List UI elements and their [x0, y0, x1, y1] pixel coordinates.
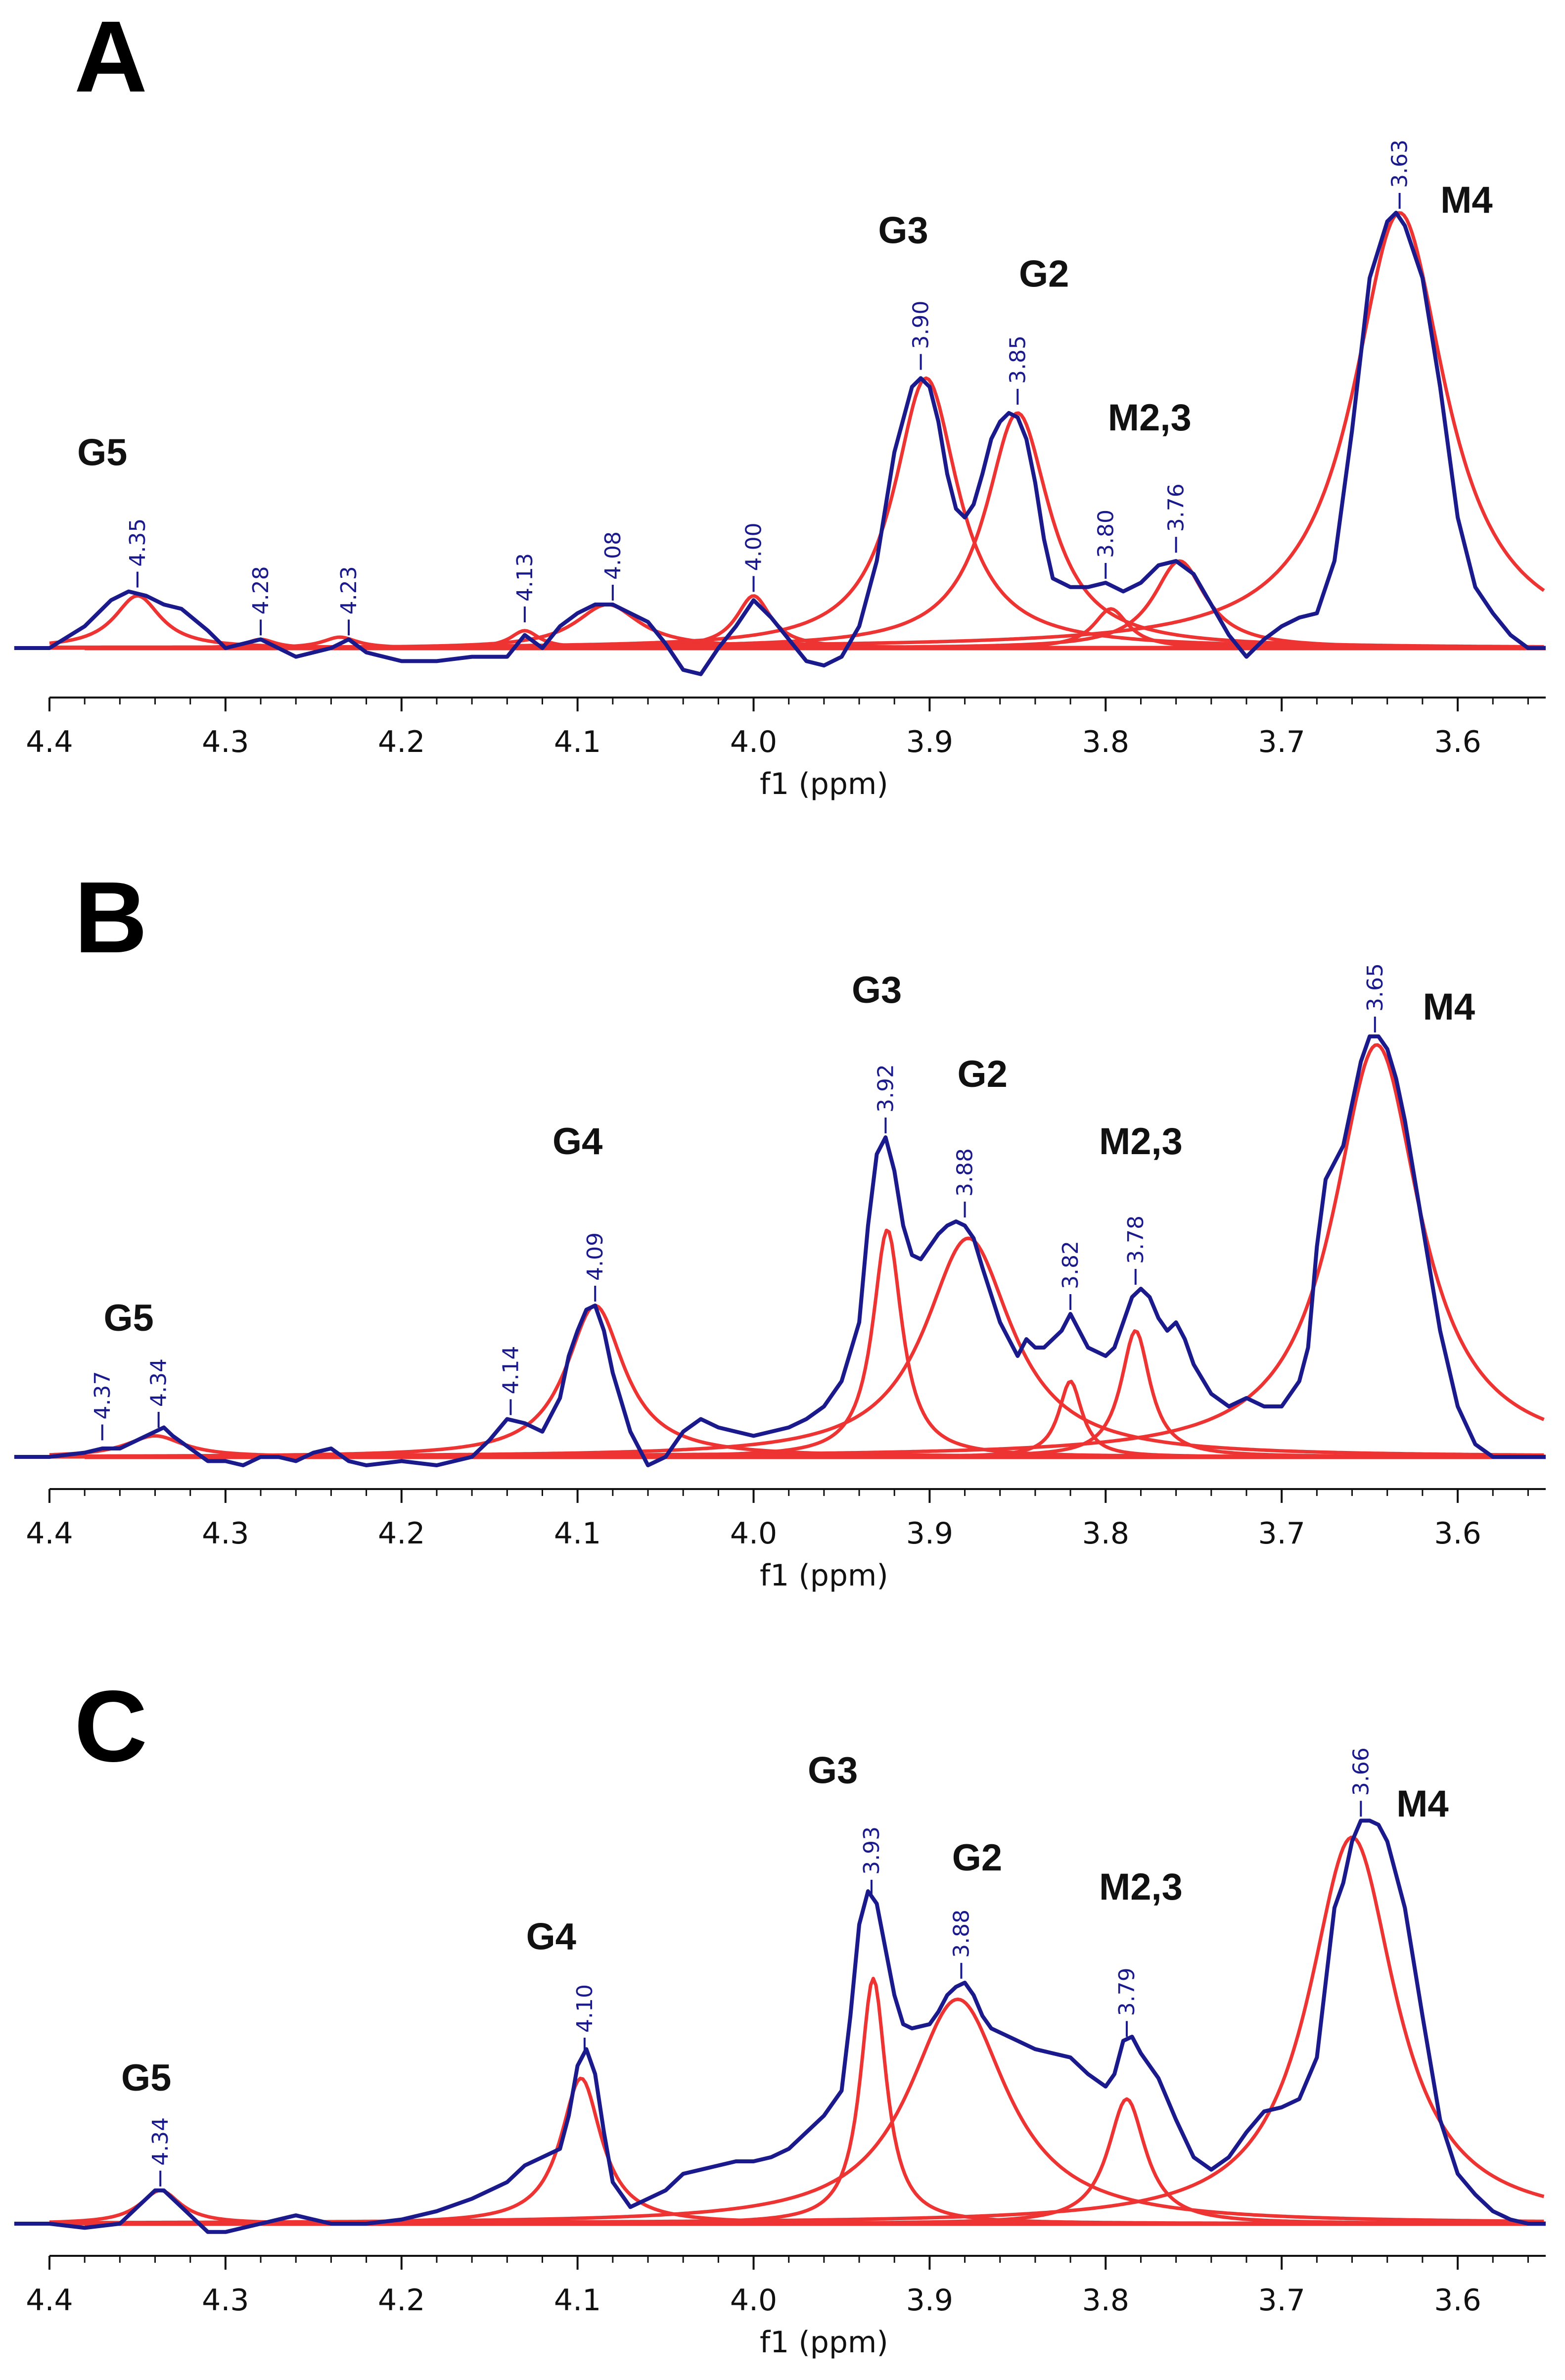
- panel-c: C 4.34 4.10 3.93 3.88 3.79 3.66 G5 G4 G3 G2 M2,3 M4 4…: [14, 1670, 1546, 2360]
- fit-peak-curve: [49, 2076, 1544, 2226]
- tick-label: 3.7: [1258, 1516, 1305, 1551]
- tick-label: 3.9: [906, 2283, 953, 2318]
- tick-label: 4.1: [554, 1516, 601, 1551]
- peak-label: M2,3: [1099, 1120, 1183, 1163]
- fit-peak-curve: [49, 411, 1544, 650]
- shift-label: 3.63: [1387, 140, 1413, 188]
- peak-label: M2,3: [1099, 1866, 1183, 1908]
- peak-label: M2,3: [1108, 397, 1192, 439]
- fit-peak-curve: [49, 1835, 1545, 2225]
- peak-label: G2: [952, 1837, 1002, 1879]
- shift-label: 4.08: [600, 531, 626, 580]
- panel-letter: B: [74, 861, 147, 974]
- tick-label: 3.6: [1434, 1516, 1481, 1551]
- spectrum-line: [14, 211, 1546, 676]
- shift-label: 3.85: [1005, 335, 1030, 384]
- tick-label: 4.0: [730, 725, 777, 759]
- tick-label: 4.1: [554, 725, 601, 759]
- peak-label: G4: [526, 1916, 576, 1958]
- shift-label: 4.14: [498, 1346, 523, 1395]
- tick-label: 3.7: [1258, 2283, 1305, 2318]
- shift-label: 3.93: [859, 1826, 884, 1875]
- shift-label: 4.10: [572, 1984, 598, 2033]
- peak-label: G5: [103, 1297, 153, 1339]
- tick-label: 3.7: [1258, 725, 1305, 759]
- panel-letter: C: [74, 1670, 147, 1783]
- peak-label: M4: [1440, 179, 1493, 221]
- panel-b: B 4.37 4.34 4.14 4.09 3.92 3.88 3.82 3.78 3.65 G5 G…: [14, 861, 1546, 1593]
- shift-label: 4.28: [248, 566, 274, 614]
- peak-label: G2: [1019, 253, 1069, 295]
- shift-label: 3.65: [1363, 963, 1388, 1012]
- shift-label: 3.78: [1123, 1215, 1149, 1264]
- shift-label: 4.09: [583, 1232, 608, 1281]
- peak-label: G3: [878, 210, 928, 252]
- tick-label: 3.6: [1434, 2283, 1481, 2318]
- tick-label: 3.9: [906, 1516, 953, 1551]
- tick-label: 3.9: [906, 725, 953, 759]
- tick-label: 4.4: [26, 2283, 73, 2318]
- tick-label: 4.2: [378, 1516, 425, 1551]
- panel-letter: A: [74, 0, 147, 113]
- fit-peak-curve: [49, 1304, 1544, 1459]
- shift-label: 4.34: [148, 2117, 173, 2166]
- fit-peak-curve: [49, 1976, 1544, 2226]
- tick-label: 3.8: [1082, 725, 1129, 759]
- shift-label: 4.37: [90, 1371, 115, 1420]
- x-axis-title: f1 (ppm): [760, 1558, 888, 1593]
- tick-label: 4.3: [202, 2283, 249, 2318]
- tick-label: 4.0: [730, 2283, 777, 2318]
- shift-label: 4.00: [741, 522, 767, 571]
- spectrum-line: [14, 1819, 1546, 2234]
- peak-label: M4: [1396, 1783, 1449, 1825]
- tick-label: 3.6: [1434, 725, 1481, 759]
- fit-peak-curve: [49, 1043, 1545, 1458]
- tick-label: 4.4: [26, 1516, 73, 1551]
- fit-peak-curve: [49, 2097, 1544, 2226]
- tick-label: 4.0: [730, 1516, 777, 1551]
- shift-label: 3.90: [909, 301, 934, 349]
- fit-peak-curve: [49, 1380, 1544, 1459]
- tick-label: 3.8: [1082, 2283, 1129, 2318]
- tick-label: 3.8: [1082, 1516, 1129, 1551]
- peak-label: G5: [77, 431, 127, 473]
- x-axis-title: f1 (ppm): [760, 767, 888, 801]
- peak-label: G3: [808, 1750, 858, 1792]
- shift-label: 3.79: [1114, 1967, 1140, 2016]
- tick-label: 4.1: [554, 2283, 601, 2318]
- shift-label: 4.34: [146, 1358, 172, 1407]
- tick-label: 4.3: [202, 725, 249, 759]
- peak-label: G2: [957, 1053, 1007, 1095]
- shift-label: 3.76: [1164, 483, 1189, 532]
- fit-peak-curve: [49, 211, 1545, 649]
- tick-label: 4.3: [202, 1516, 249, 1551]
- shift-label: 3.66: [1348, 1747, 1374, 1796]
- shift-label: 4.13: [512, 553, 538, 602]
- shift-label: 3.82: [1058, 1241, 1083, 1289]
- tick-label: 4.2: [378, 2283, 425, 2318]
- tick-label: 4.4: [26, 725, 73, 759]
- spectrum-line: [14, 1034, 1546, 1467]
- panel-a: A 4.35 4.28 4.23 4.13 4.08 4.00 3.90 3.85 3.80 3.7…: [14, 0, 1546, 801]
- shift-label: 3.92: [873, 1064, 898, 1113]
- shift-label: 3.80: [1093, 510, 1118, 558]
- peak-label: M4: [1423, 986, 1475, 1028]
- shift-label: 4.23: [336, 566, 362, 614]
- peak-label: G4: [552, 1120, 602, 1163]
- shift-label: 4.35: [125, 518, 150, 567]
- shift-label: 3.88: [949, 1910, 974, 1958]
- x-axis-title: f1 (ppm): [760, 2325, 888, 2360]
- tick-label: 4.2: [378, 725, 425, 759]
- peak-label: G3: [852, 969, 902, 1011]
- peak-label: G5: [121, 2057, 171, 2099]
- shift-label: 3.88: [953, 1148, 978, 1197]
